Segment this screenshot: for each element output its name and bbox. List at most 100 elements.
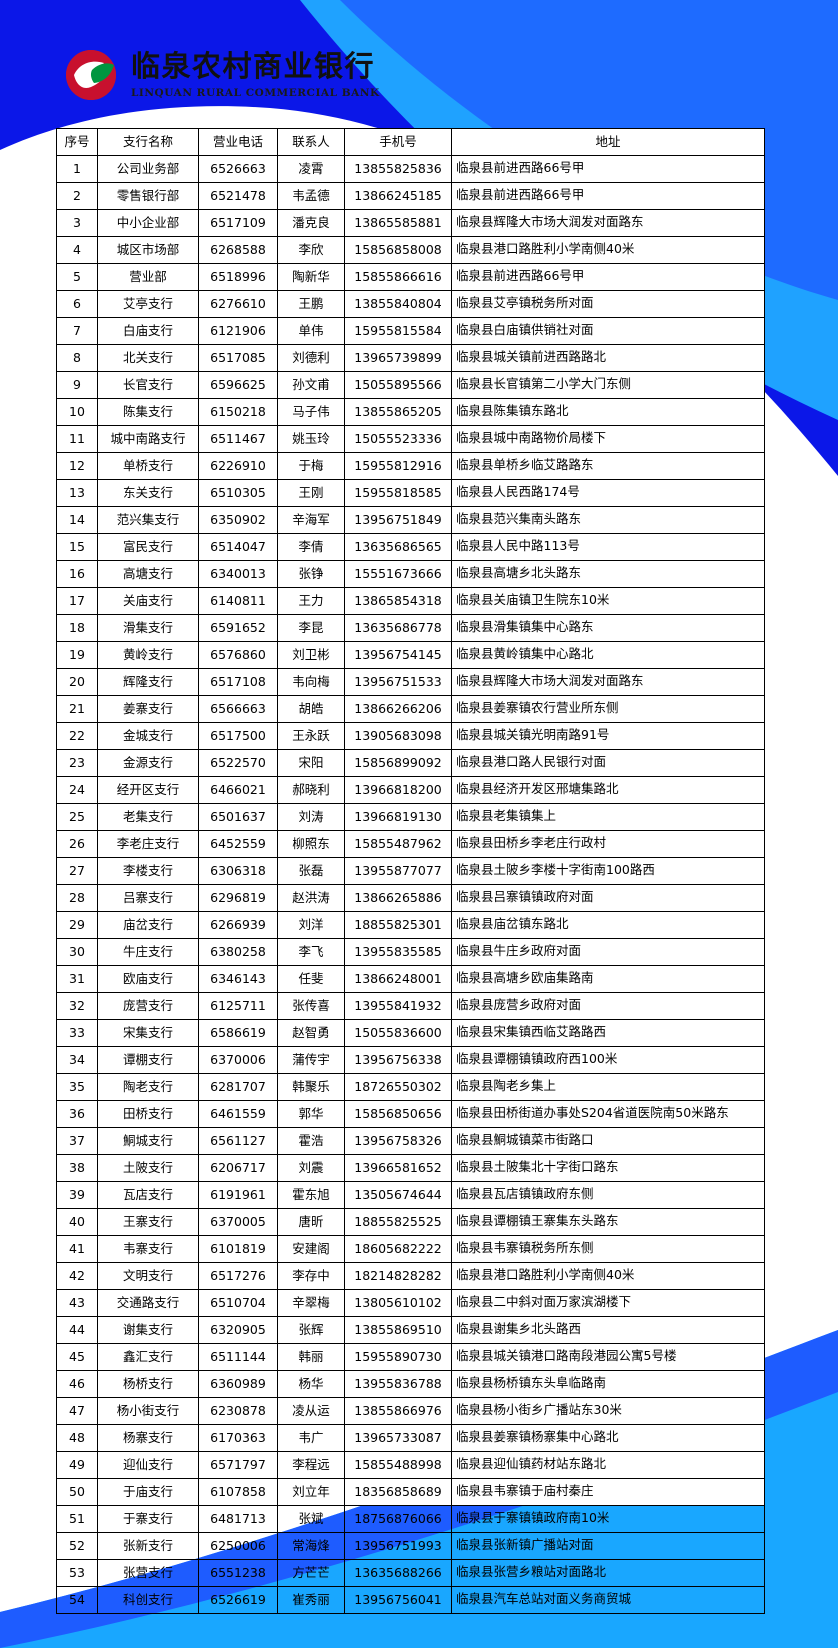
cell-tel: 6170363 <box>198 1424 278 1452</box>
address-text: 临泉县高塘乡北头路东 <box>456 565 582 580</box>
cell-tel: 6268588 <box>198 236 278 264</box>
cell-contact: 郝晓利 <box>277 776 345 804</box>
cell-branch-name: 姜寨支行 <box>97 695 199 723</box>
table-row: 19 黄岭支行 6576860 刘卫彬 13956754145 临泉县黄岭镇集中心路北 <box>56 641 765 669</box>
cell-mobile: 13855866976 <box>344 1397 452 1425</box>
address-text: 临泉县杨桥镇东头阜临路南 <box>456 1375 607 1390</box>
cell-address: 临泉县高塘乡北头路东 <box>451 560 765 588</box>
cell-branch-name: 谭棚支行 <box>97 1046 199 1074</box>
cell-mobile: 13956758326 <box>344 1127 452 1155</box>
cell-no: 16 <box>56 560 98 588</box>
address-text: 临泉县谭棚镇王寨集东头路东 <box>456 1213 619 1228</box>
table-row: 7 白庙支行 6121906 单伟 15955815584 临泉县白庙镇供销社对面 <box>56 317 765 345</box>
cell-no: 4 <box>56 236 98 264</box>
cell-branch-name: 谢集支行 <box>97 1316 199 1344</box>
cell-tel: 6121906 <box>198 317 278 345</box>
cell-mobile: 13866245185 <box>344 182 452 210</box>
cell-no: 24 <box>56 776 98 804</box>
table-row: 4 城区市场部 6268588 李欣 15856858008 临泉县港口路胜利小学南侧40… <box>56 236 765 264</box>
table-body: 1 公司业务部 6526663 凌霄 13855825836 临泉县前进西路66号甲 2 零售… <box>56 155 765 1614</box>
cell-mobile: 13635686565 <box>344 533 452 561</box>
cell-tel: 6576860 <box>198 641 278 669</box>
cell-mobile: 13505674644 <box>344 1181 452 1209</box>
col-header-tel: 营业电话 <box>198 128 278 156</box>
cell-branch-name: 李老庄支行 <box>97 830 199 858</box>
cell-mobile: 15855487962 <box>344 830 452 858</box>
table-row: 38 土陂支行 6206717 刘震 13966581652 临泉县土陂集北十字街口路东 <box>56 1154 765 1182</box>
address-text: 临泉县城关镇港口路南段港园公寓5号楼 <box>456 1348 677 1363</box>
address-text: 临泉县牛庄乡政府对面 <box>456 943 582 958</box>
cell-no: 33 <box>56 1019 98 1047</box>
cell-tel: 6517500 <box>198 722 278 750</box>
cell-branch-name: 杨小街支行 <box>97 1397 199 1425</box>
cell-tel: 6360989 <box>198 1370 278 1398</box>
cell-no: 48 <box>56 1424 98 1452</box>
col-header-no: 序号 <box>56 128 98 156</box>
cell-mobile: 13866265886 <box>344 884 452 912</box>
cell-branch-name: 韦寨支行 <box>97 1235 199 1263</box>
cell-no: 25 <box>56 803 98 831</box>
cell-branch-name: 李楼支行 <box>97 857 199 885</box>
address-text: 临泉县白庙镇供销社对面 <box>456 322 594 337</box>
cell-contact: 刘洋 <box>277 911 345 939</box>
cell-no: 11 <box>56 425 98 453</box>
table-row: 16 高塘支行 6340013 张铮 15551673666 临泉县高塘乡北头路东 <box>56 560 765 588</box>
cell-address: 临泉县人民中路113号 <box>451 533 765 561</box>
table-row: 12 单桥支行 6226910 于梅 15955812916 临泉县单桥乡临艾路路东 <box>56 452 765 480</box>
cell-address: 临泉县迎仙镇药材站东路北 <box>451 1451 765 1479</box>
cell-address: 临泉县谢集乡北头路西 <box>451 1316 765 1344</box>
cell-contact: 胡皓 <box>277 695 345 723</box>
cell-tel: 6596625 <box>198 371 278 399</box>
cell-branch-name: 公司业务部 <box>97 155 199 183</box>
cell-tel: 6586619 <box>198 1019 278 1047</box>
cell-tel: 6571797 <box>198 1451 278 1479</box>
cell-address: 临泉县高塘乡欧庙集路南 <box>451 965 765 993</box>
address-text: 临泉县庙岔镇东路北 <box>456 916 569 931</box>
cell-no: 10 <box>56 398 98 426</box>
cell-tel: 6125711 <box>198 992 278 1020</box>
cell-no: 31 <box>56 965 98 993</box>
cell-no: 43 <box>56 1289 98 1317</box>
cell-branch-name: 艾亭支行 <box>97 290 199 318</box>
cell-tel: 6517108 <box>198 668 278 696</box>
cell-contact: 刘卫彬 <box>277 641 345 669</box>
cell-no: 47 <box>56 1397 98 1425</box>
cell-address: 临泉县辉隆大市场大润发对面路东 <box>451 209 765 237</box>
cell-address: 临泉县长官镇第二小学大门东侧 <box>451 371 765 399</box>
table-row: 22 金城支行 6517500 王永跃 13905683098 临泉县城关镇光明南路91号 <box>56 722 765 750</box>
cell-branch-name: 鑫汇支行 <box>97 1343 199 1371</box>
cell-address: 临泉县前进西路66号甲 <box>451 263 765 291</box>
cell-branch-name: 零售银行部 <box>97 182 199 210</box>
table-row: 13 东关支行 6510305 王刚 15955818585 临泉县人民西路174号 <box>56 479 765 507</box>
cell-contact: 张磊 <box>277 857 345 885</box>
cell-mobile: 13866266206 <box>344 695 452 723</box>
cell-contact: 凌霄 <box>277 155 345 183</box>
cell-mobile: 13955877077 <box>344 857 452 885</box>
cell-contact: 于梅 <box>277 452 345 480</box>
cell-mobile: 13955841932 <box>344 992 452 1020</box>
cell-no: 14 <box>56 506 98 534</box>
cell-address: 临泉县前进西路66号甲 <box>451 182 765 210</box>
cell-mobile: 13956751533 <box>344 668 452 696</box>
cell-address: 临泉县于寨镇镇政府南10米 <box>451 1505 765 1533</box>
cell-address: 临泉县城关镇前进西路路北 <box>451 344 765 372</box>
table-row: 48 杨寨支行 6170363 韦广 13965733087 临泉县姜寨镇杨寨集中心路北 <box>56 1424 765 1452</box>
cell-mobile: 13956754145 <box>344 641 452 669</box>
cell-branch-name: 欧庙支行 <box>97 965 199 993</box>
cell-address: 临泉县庙岔镇东路北 <box>451 911 765 939</box>
cell-tel: 6518996 <box>198 263 278 291</box>
cell-mobile: 13956751993 <box>344 1532 452 1560</box>
cell-contact: 任斐 <box>277 965 345 993</box>
cell-mobile: 15955818585 <box>344 479 452 507</box>
address-text: 临泉县庞营乡政府对面 <box>456 997 582 1012</box>
cell-address: 临泉县经济开发区邢塘集路北 <box>451 776 765 804</box>
address-text: 临泉县辉隆大市场大润发对面路东 <box>456 673 644 688</box>
cell-mobile: 15955890730 <box>344 1343 452 1371</box>
cell-no: 45 <box>56 1343 98 1371</box>
cell-tel: 6150218 <box>198 398 278 426</box>
table-row: 53 张营支行 6551238 方芒芒 13635688266 临泉县张营乡粮站对面路北 <box>56 1559 765 1587</box>
cell-tel: 6566663 <box>198 695 278 723</box>
address-text: 临泉县汽车总站对面义务商贸城 <box>456 1591 632 1606</box>
cell-branch-name: 长官支行 <box>97 371 199 399</box>
cell-mobile: 13965739899 <box>344 344 452 372</box>
